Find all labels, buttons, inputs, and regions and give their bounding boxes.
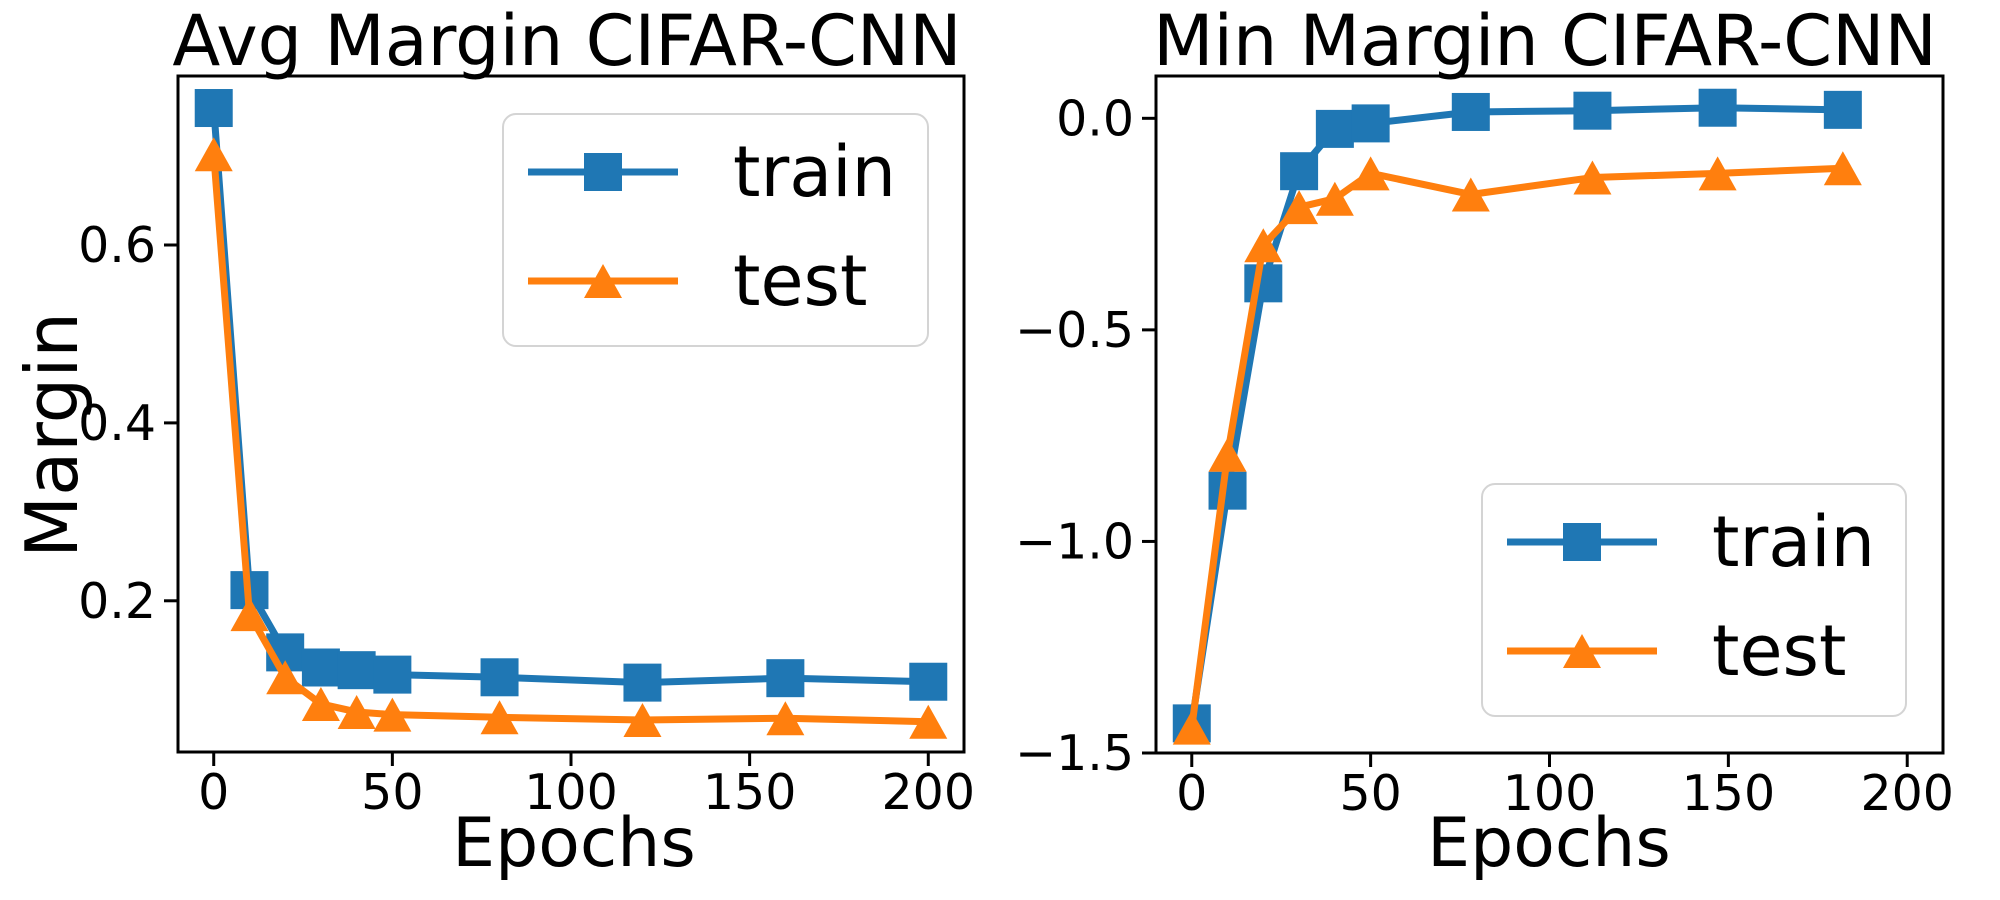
test-line [1188, 164, 1847, 732]
avg-margin-chart-title: Avg Margin CIFAR-CNN [172, 0, 962, 82]
test-triangle-marker [480, 700, 519, 735]
y-tick-label: 0.2 [78, 573, 156, 630]
x-tick-label: 100 [1503, 765, 1597, 822]
left-legend: train test [502, 113, 929, 347]
x-tick-label: 50 [361, 764, 423, 821]
test-triangle-marker [909, 704, 948, 739]
test-triangle-marker [766, 701, 805, 736]
train-square-marker [1451, 92, 1490, 131]
train-square-marker [301, 648, 340, 687]
x-tick-label: 0 [198, 764, 229, 821]
train-legend-label: train [733, 131, 896, 213]
test-triangle-marker [301, 686, 340, 721]
y-tick-label: 0.4 [78, 395, 156, 452]
x-tick-label: 150 [1682, 765, 1776, 822]
test-triangle-marker [1823, 151, 1862, 186]
plot-area-0: 0 50 100 150 200 0.2 0.4 0.6 [78, 74, 976, 821]
x-tick-label: 200 [882, 764, 976, 821]
train-square-marker [373, 655, 412, 694]
test-triangle-marker [1573, 160, 1612, 195]
train-legend-label: train [1712, 501, 1875, 583]
right-x-axis-label: Epochs [1427, 804, 1671, 883]
test-triangle-marker [1451, 177, 1490, 212]
left-x-axis-label: Epochs [452, 804, 696, 883]
train-square-marker [1573, 91, 1612, 130]
train-square-marker [1244, 264, 1283, 303]
plot-area-1: 0 50 100 150 200 0.0 −0.5 −1.0 −1.5 [1015, 74, 1954, 822]
right-legend: train test [1481, 483, 1907, 717]
left-legend-row-train: train [528, 128, 896, 216]
x-tick-label: 200 [1860, 765, 1954, 822]
test-triangle-marker [623, 702, 662, 737]
test-triangle-marker [194, 137, 233, 172]
test-marker-icon [528, 264, 678, 298]
test-triangle-marker [1698, 156, 1737, 191]
y-tick-label: 0.6 [78, 217, 156, 274]
x-tick-label: 150 [703, 764, 797, 821]
train-square-marker [337, 651, 376, 690]
x-tick-label: 100 [524, 764, 618, 821]
test-triangle-marker [373, 697, 412, 732]
x-tick-label: 0 [1176, 765, 1207, 822]
test-triangle-marker [1208, 437, 1247, 472]
train-square-marker [194, 89, 233, 128]
test-legend-label: test [1712, 610, 1847, 692]
test-marker-icon [1507, 634, 1657, 668]
test-legend-label: test [733, 240, 868, 322]
train-square-marker [1698, 88, 1737, 127]
train-square-marker [909, 662, 948, 701]
y-tick-label: 0.0 [1056, 90, 1134, 147]
test-triangle-marker [266, 660, 305, 695]
left-legend-row-test: test [528, 237, 867, 325]
y-tick-label: −0.5 [1015, 302, 1134, 359]
test-triangle-marker [1244, 228, 1283, 263]
train-square-marker [1351, 104, 1390, 143]
test-line [210, 150, 932, 726]
test-triangle-marker [1172, 710, 1211, 745]
test-triangle-marker [1280, 190, 1319, 225]
train-square-marker [766, 659, 805, 698]
y-tick-label: −1.5 [1015, 725, 1134, 782]
test-triangle-marker [337, 694, 376, 729]
test-triangle-marker [1315, 181, 1354, 216]
train-square-marker [1315, 109, 1354, 148]
train-square-marker [1823, 90, 1862, 129]
train-square-marker [480, 658, 519, 697]
x-tick-label: 50 [1339, 765, 1401, 822]
min-margin-chart-title: Min Margin CIFAR-CNN [1153, 0, 1937, 82]
train-square-marker [623, 663, 662, 702]
test-triangle-marker [230, 597, 269, 632]
train-marker-icon [528, 153, 678, 191]
y-tick-label: −1.0 [1015, 513, 1134, 570]
right-legend-row-test: test [1507, 607, 1846, 695]
train-square-marker [1280, 152, 1319, 191]
test-triangle-marker [1351, 156, 1390, 191]
left-y-axis-label: Margin [10, 312, 94, 558]
train-marker-icon [1507, 523, 1657, 561]
right-legend-row-train: train [1507, 498, 1875, 586]
